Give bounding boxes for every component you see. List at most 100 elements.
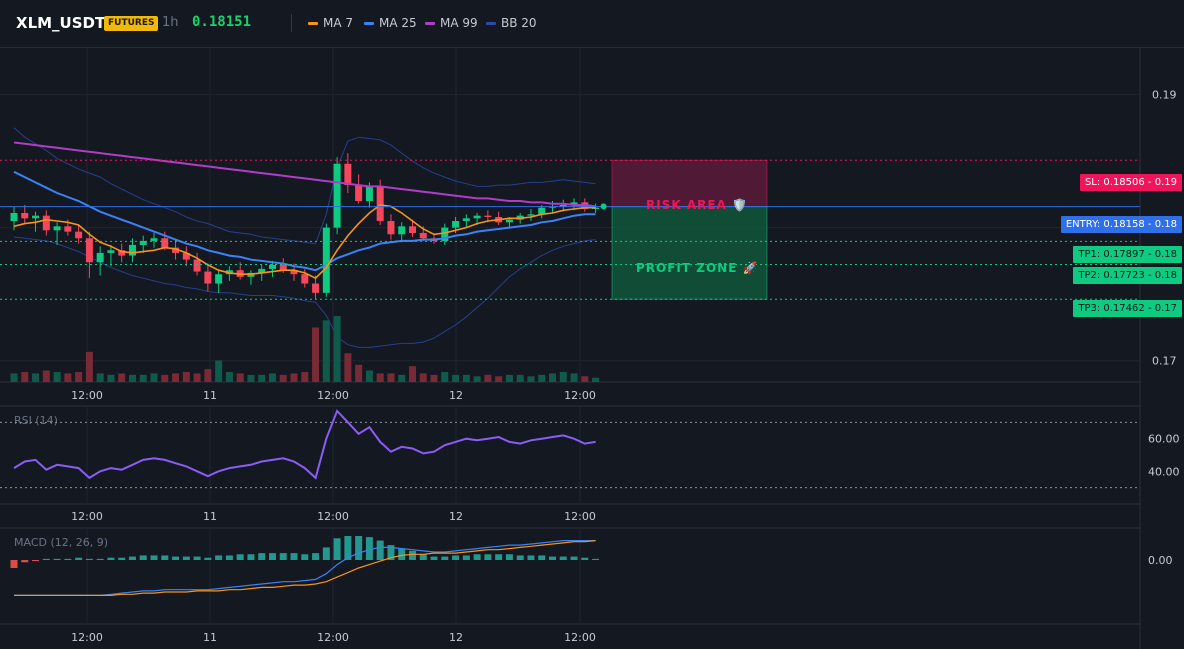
macd-histogram-bar [581,557,589,560]
macd-histogram-bar [408,550,416,560]
time-axis-label: 12:00 [317,389,349,402]
candle-body [193,259,201,272]
macd-histogram-bar [559,556,567,560]
time-axis-label: 11 [203,389,217,402]
time-axis-label: 11 [203,631,217,644]
moving-averages [13,141,596,280]
macd-panel: MACD (12, 26, 9) 0.00 [10,536,1173,596]
volume-bar [150,373,158,382]
candle-body [462,218,470,221]
volume-bar [193,373,201,382]
futures-badge: FUTURES [104,16,159,31]
macd-histogram-bar [398,548,406,560]
symbol-name[interactable]: XLM_USDT [16,14,106,32]
volume-bar [236,373,244,382]
macd-histogram-bar [441,556,449,560]
volume-bar [107,374,115,382]
volume-bars [10,316,600,382]
volume-bar [139,374,147,382]
volume-bar [75,371,83,382]
macd-histogram-bar [96,558,104,560]
legend-ma7-label: MA 7 [323,16,354,30]
time-axis-label: 12:00 [564,389,596,402]
legend-ma7[interactable]: MA 7 [308,16,353,30]
profit-zone-label: PROFIT ZONE 🚀 [636,261,759,275]
macd-histogram-bar [10,560,18,568]
volume-bar [419,373,427,382]
chart-header: XLM_USDT FUTURES 1h 0.18151 MA 7 MA 25 M… [0,0,1184,48]
time-axis-label: 12 [449,631,463,644]
macd-label: MACD (12, 26, 9) [14,536,108,549]
macd-histogram-bar [128,556,136,560]
timeframe-label[interactable]: 1h [162,15,179,30]
candle-body [290,270,298,275]
bb-upper-line [13,127,596,245]
volume-bar [118,373,126,382]
price-tick-label: 0.17 [1152,355,1177,368]
volume-bar [581,376,589,382]
macd-histogram-bar [505,554,513,560]
candle-body [333,163,341,228]
volume-bar [592,377,600,382]
time-axis-label: 12:00 [71,631,103,644]
macd-histogram-bar [139,555,147,560]
candle-body [182,252,190,260]
header-divider [291,14,292,32]
volume-bar [387,373,395,382]
volume-bar [355,364,363,382]
macd-histogram-bar [516,555,524,560]
macd-histogram-bar [172,556,180,560]
macd-histogram-bar [204,557,212,560]
macd-histogram-bar [484,554,492,560]
time-axis-label: 12:00 [564,631,596,644]
volume-bar [215,360,223,382]
legend-ma99[interactable]: MA 99 [425,16,478,30]
legend-bb20-swatch [486,22,496,25]
candle-body [75,231,83,239]
macd-histogram-bar [355,536,363,560]
candle-body [301,274,309,284]
macd-histogram-bar [495,554,503,560]
candle-body [128,244,136,256]
candle-body [505,219,513,223]
macd-tick-label: 0.00 [1148,554,1173,567]
candle-body [538,207,546,215]
legend-bb20[interactable]: BB 20 [486,16,537,30]
profit-zone-box [611,206,768,300]
time-axis-label: 12:00 [317,510,349,523]
legend-ma99-swatch [425,22,435,25]
time-axis-label: 12:00 [564,510,596,523]
candle-body [441,227,449,241]
legend-ma25[interactable]: MA 25 [364,16,417,30]
candle-body [473,215,481,219]
ma7-line [13,204,596,280]
risk-area-box [611,159,768,208]
sl-price-tag: SL: 0.18506 - 0.19 [1079,174,1182,191]
volume-bar [365,370,373,382]
risk-area-label: RISK AREA 🛡️ [646,198,748,212]
candle-body [64,226,72,232]
volume-bar [279,374,287,382]
tp3-price-tag: TP3: 0.17462 - 0.17 [1073,300,1182,317]
tp2-price-tag: TP2: 0.17723 - 0.18 [1073,267,1182,284]
volume-bar [538,374,546,382]
macd-histogram-bar [333,538,341,560]
volume-bar [462,374,470,382]
rsi-label: RSI (14) [14,414,58,427]
candle-body [387,220,395,235]
bb-lower-line [13,236,596,348]
candle-body [215,274,223,284]
macd-signal-line [14,540,596,596]
volume-bar [96,373,104,382]
volume-bar [225,371,233,382]
volume-bar [516,374,524,382]
legend-bb20-label: BB 20 [501,16,537,30]
macd-histogram-bar [225,555,233,560]
macd-histogram-bar [247,554,255,560]
macd-histogram-bar [107,557,115,560]
volume-bar [527,376,535,382]
time-axis-label: 11 [203,510,217,523]
volume-bar [322,320,330,382]
candle-body [268,264,276,269]
